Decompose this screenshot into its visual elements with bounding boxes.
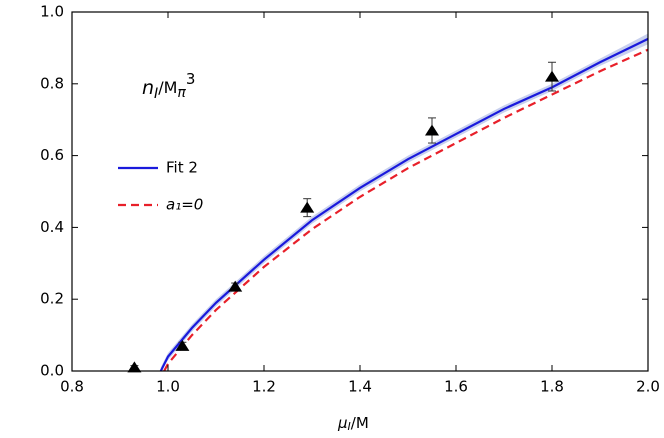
x-tick-label: 1.8 (540, 378, 564, 396)
annotation: nI/Mπ3 (142, 70, 195, 103)
y-tick-label: 0.0 (40, 362, 64, 380)
legend-label: a₁=0 (166, 196, 203, 214)
confidence-band (160, 33, 649, 371)
x-tick-label: 1.0 (156, 378, 180, 396)
x-tick-label: 1.2 (252, 378, 276, 396)
annotation-part: π (177, 85, 186, 101)
x-tick-label: 0.8 (60, 378, 84, 396)
y-tick-label: 1.0 (40, 3, 64, 21)
data-point (175, 339, 190, 351)
x-axis-label: μI/M (337, 414, 369, 434)
data-point (300, 201, 315, 213)
data-point (425, 124, 439, 136)
legend-label: Fit 2 (166, 159, 198, 177)
x-label-part: I (348, 420, 351, 433)
y-tick-label: 0.8 (40, 74, 64, 92)
annotation-part: /M (158, 78, 177, 97)
series-line (159, 37, 649, 372)
series-line (163, 48, 649, 372)
x-label-part: μ (337, 414, 348, 432)
x-label-part: /M (351, 414, 369, 432)
annotation-part: n (142, 77, 154, 99)
annotation-part: I (154, 86, 158, 102)
x-tick-label: 1.6 (444, 378, 468, 396)
data-point (127, 361, 142, 373)
y-tick-label: 0.4 (40, 218, 64, 236)
data-point (545, 70, 559, 82)
y-tick-label: 0.6 (40, 146, 64, 164)
x-tick-label: 2.0 (636, 378, 660, 396)
data-point (228, 280, 243, 292)
x-tick-label: 1.4 (348, 378, 372, 396)
annotation-part: 3 (186, 70, 196, 88)
y-tick-label: 0.2 (40, 290, 64, 308)
